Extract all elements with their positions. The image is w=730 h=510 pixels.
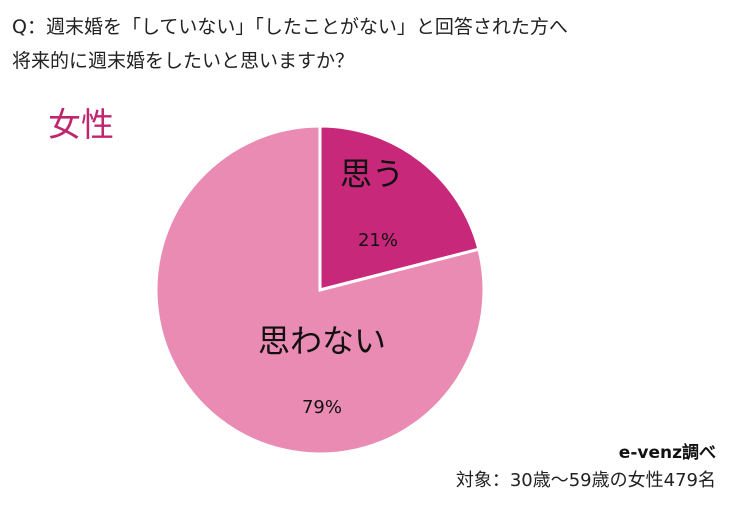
source-credit: e-venz調べ [618, 443, 716, 463]
question-line-2: 将来的に週末婚をしたいと思いますか？ [12, 50, 355, 72]
pie-slice-1 [318, 124, 481, 292]
pie-slice-2 [154, 124, 486, 456]
group-label-female: 女性 [48, 105, 114, 144]
slice-label-1: 思う [340, 155, 404, 193]
survey-target: 対象：30歳〜59歳の女性479名 [455, 470, 716, 491]
survey-question: Q：週末婚を「していない」「したことがない」と回答された方へ 将来的に週末婚をし… [12, 10, 568, 78]
slice-value-label-2: 79% [302, 397, 342, 418]
slice-value-label-1: 21% [358, 230, 398, 251]
question-line-1: Q：週末婚を「していない」「したことがない」と回答された方へ [12, 16, 568, 38]
slice-label-2: 思わない [258, 322, 386, 360]
